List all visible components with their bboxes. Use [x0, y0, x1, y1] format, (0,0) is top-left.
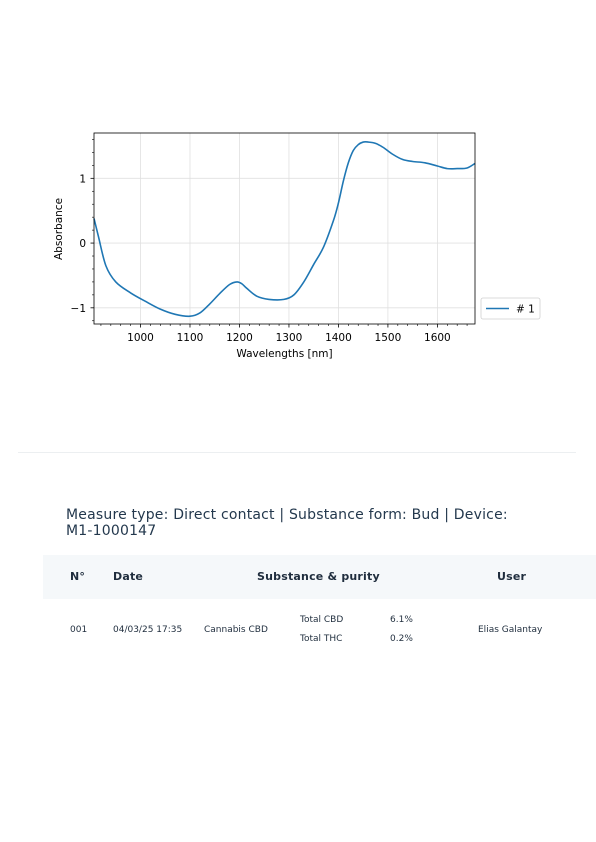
- legend-box: [480, 297, 541, 320]
- y-tick-label: 1: [79, 173, 86, 185]
- series-line-group: [93, 141, 476, 318]
- purity-value-cbd: 6.1%: [390, 615, 413, 625]
- x-tick-label: 1500: [375, 332, 402, 344]
- legend: # 1: [480, 297, 541, 320]
- purity-value-thc: 0.2%: [390, 634, 413, 644]
- legend-label: # 1: [516, 304, 535, 316]
- x-tick-label: 1300: [276, 332, 303, 344]
- x-tick-label: 1200: [226, 332, 253, 344]
- plot-frame: [93, 132, 476, 325]
- axis-ticks: 1000 1100 1200 1300 1400 1500 1600 1 0 −1: [71, 139, 468, 344]
- y-tick-label: −1: [71, 303, 86, 315]
- row-user: Elias Galantay: [478, 625, 543, 635]
- x-tick-label: 1400: [325, 332, 352, 344]
- y-axis-label: Absorbance: [53, 198, 65, 260]
- row-number: 001: [70, 625, 88, 635]
- series-line-1: [93, 141, 476, 318]
- row-date: 04/03/25 17:35: [113, 625, 183, 635]
- x-tick-label: 1100: [177, 332, 204, 344]
- x-axis-label: Wavelengths [nm]: [236, 348, 332, 360]
- header-date: Date: [113, 570, 144, 583]
- x-tick-label: 1000: [127, 332, 154, 344]
- x-tick-label: 1600: [424, 332, 451, 344]
- row-substance: Cannabis CBD: [204, 625, 268, 635]
- section-divider: [18, 452, 576, 453]
- purity-label-cbd: Total CBD: [300, 615, 344, 625]
- header-substance: Substance & purity: [257, 570, 380, 583]
- table-header-row: [43, 555, 596, 599]
- chart-grid: [94, 133, 475, 324]
- y-tick-label: 0: [79, 238, 86, 250]
- header-user: User: [497, 570, 527, 583]
- absorbance-chart: 1000 1100 1200 1300 1400 1500 1600 1 0 −1 Wavelen…: [53, 132, 541, 360]
- measure-info: Measure type: Direct contact | Substance…: [66, 507, 508, 539]
- header-number: N°: [70, 570, 86, 583]
- purity-label-thc: Total THC: [300, 634, 343, 644]
